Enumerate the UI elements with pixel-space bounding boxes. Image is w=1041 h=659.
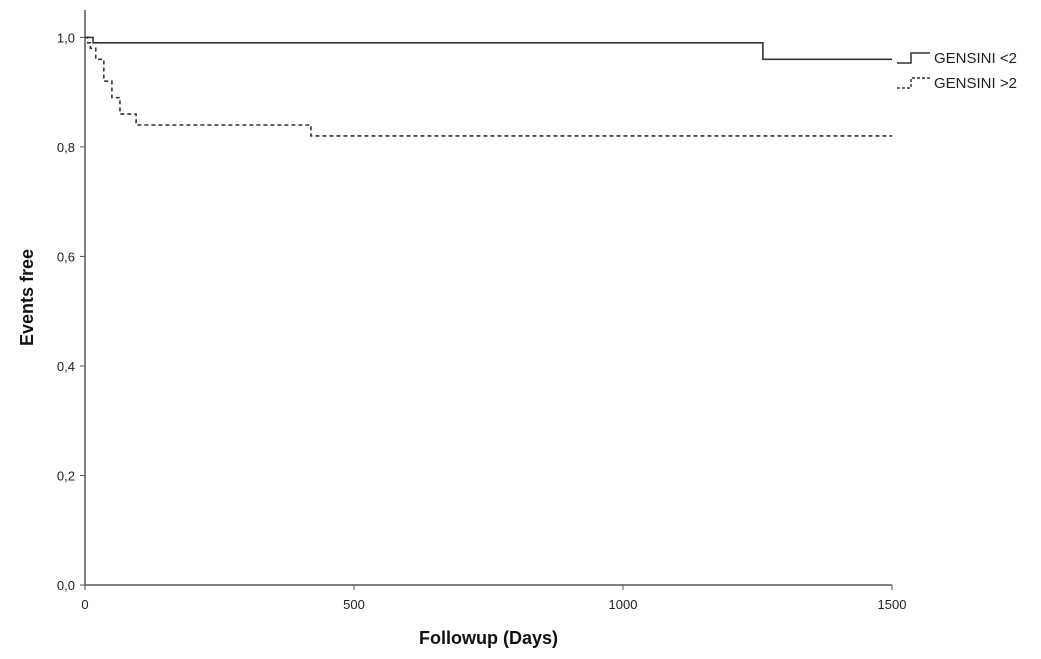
legend-label-1: GENSINI <2 [934, 50, 1017, 67]
legend-swatch-1 [897, 52, 930, 64]
y-tick-label: 0,8 [57, 140, 75, 155]
x-tick-label: 500 [343, 597, 365, 612]
y-tick-label: 0,2 [57, 468, 75, 483]
legend-label-2: GENSINI >2 [934, 75, 1017, 92]
x-tick-label: 1500 [878, 597, 907, 612]
axes [84, 10, 892, 586]
legend-swatch-2 [897, 77, 930, 89]
y-axis-label: Events free [17, 249, 37, 346]
x-tick-label: 1000 [609, 597, 638, 612]
y-axis-ticks: 0,0 0,2 0,4 0,6 0,8 1,0 [57, 30, 85, 593]
x-axis-ticks: 0 500 1000 1500 [81, 585, 906, 612]
legend: GENSINI <2 GENSINI >2 [897, 50, 1017, 92]
series-layer [85, 36, 892, 137]
y-tick-label: 0,6 [57, 249, 75, 264]
y-tick-label: 0,0 [57, 578, 75, 593]
series-line-1 [85, 36, 892, 61]
y-tick-label: 0,4 [57, 359, 75, 374]
series-line-2 [85, 36, 892, 137]
x-tick-label: 0 [81, 597, 88, 612]
y-tick-label: 1,0 [57, 30, 75, 45]
x-axis-label: Followup (Days) [419, 628, 558, 648]
